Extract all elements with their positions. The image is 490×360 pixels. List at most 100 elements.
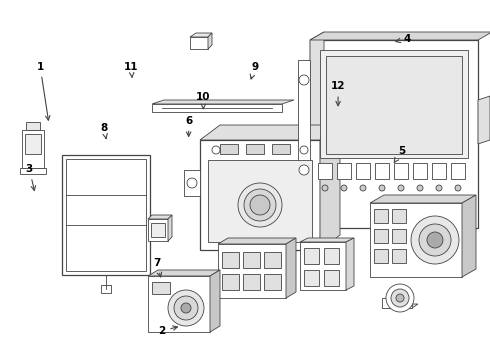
- Polygon shape: [148, 270, 220, 276]
- Circle shape: [181, 303, 191, 313]
- Bar: [337, 163, 351, 179]
- Polygon shape: [320, 125, 340, 250]
- Polygon shape: [218, 238, 296, 244]
- Bar: [304, 270, 319, 286]
- Polygon shape: [208, 33, 212, 49]
- Bar: [375, 163, 389, 179]
- Circle shape: [436, 185, 442, 191]
- Bar: [208, 160, 312, 242]
- Polygon shape: [370, 203, 462, 277]
- Circle shape: [396, 294, 404, 302]
- Polygon shape: [346, 238, 354, 290]
- Circle shape: [391, 289, 409, 307]
- Polygon shape: [152, 100, 294, 104]
- Polygon shape: [62, 155, 150, 275]
- Circle shape: [174, 296, 198, 320]
- Polygon shape: [310, 32, 490, 40]
- Bar: [220, 144, 238, 154]
- Text: 5: 5: [394, 146, 405, 162]
- Circle shape: [212, 146, 220, 154]
- Polygon shape: [478, 96, 490, 144]
- Circle shape: [386, 284, 414, 312]
- Polygon shape: [26, 122, 40, 130]
- Text: 12: 12: [331, 81, 345, 106]
- Text: 2: 2: [158, 326, 177, 336]
- Bar: [451, 163, 465, 179]
- Polygon shape: [218, 244, 286, 298]
- Polygon shape: [184, 170, 200, 196]
- Polygon shape: [370, 195, 476, 203]
- Bar: [246, 144, 264, 154]
- Text: 10: 10: [196, 92, 211, 109]
- Circle shape: [398, 185, 404, 191]
- Polygon shape: [382, 298, 412, 308]
- Polygon shape: [190, 33, 212, 37]
- Bar: [324, 270, 339, 286]
- Bar: [264, 252, 281, 268]
- Text: 11: 11: [124, 62, 139, 77]
- Polygon shape: [148, 276, 210, 332]
- Bar: [66, 159, 146, 271]
- Circle shape: [417, 185, 423, 191]
- Bar: [432, 163, 446, 179]
- Circle shape: [411, 216, 459, 264]
- Text: 1: 1: [37, 62, 50, 120]
- Bar: [151, 223, 165, 237]
- Bar: [374, 209, 388, 223]
- Polygon shape: [310, 32, 324, 228]
- Bar: [243, 252, 260, 268]
- Polygon shape: [20, 168, 46, 174]
- Circle shape: [168, 290, 204, 326]
- Polygon shape: [148, 215, 172, 219]
- Polygon shape: [382, 304, 418, 308]
- Bar: [326, 56, 462, 154]
- Polygon shape: [300, 238, 354, 242]
- Circle shape: [341, 185, 347, 191]
- Bar: [374, 229, 388, 243]
- Bar: [264, 274, 281, 290]
- Bar: [324, 248, 339, 264]
- Circle shape: [299, 165, 309, 175]
- Circle shape: [250, 195, 270, 215]
- Text: 6: 6: [185, 116, 192, 136]
- Polygon shape: [152, 104, 282, 112]
- Circle shape: [300, 146, 308, 154]
- Circle shape: [427, 232, 443, 248]
- Bar: [304, 248, 319, 264]
- Polygon shape: [200, 125, 340, 140]
- Circle shape: [299, 75, 309, 85]
- Polygon shape: [168, 215, 172, 241]
- Circle shape: [360, 185, 366, 191]
- Bar: [392, 229, 406, 243]
- Bar: [272, 144, 290, 154]
- Polygon shape: [298, 60, 310, 190]
- Bar: [25, 134, 41, 154]
- Polygon shape: [200, 140, 320, 250]
- Circle shape: [455, 185, 461, 191]
- Polygon shape: [22, 130, 44, 168]
- Polygon shape: [190, 37, 208, 49]
- Polygon shape: [210, 270, 220, 332]
- Bar: [152, 282, 170, 294]
- Text: 7: 7: [153, 258, 162, 277]
- Polygon shape: [148, 219, 168, 241]
- Bar: [413, 163, 427, 179]
- Bar: [356, 163, 370, 179]
- Bar: [374, 249, 388, 263]
- Circle shape: [244, 189, 276, 221]
- Bar: [243, 274, 260, 290]
- Bar: [318, 163, 332, 179]
- Polygon shape: [286, 238, 296, 298]
- Circle shape: [187, 178, 197, 188]
- Polygon shape: [462, 195, 476, 277]
- Polygon shape: [300, 242, 346, 290]
- Bar: [394, 163, 408, 179]
- Text: 4: 4: [396, 34, 411, 44]
- Bar: [320, 50, 468, 158]
- Circle shape: [379, 185, 385, 191]
- Circle shape: [419, 224, 451, 256]
- Bar: [101, 285, 111, 293]
- Text: 9: 9: [250, 62, 258, 79]
- Text: 3: 3: [26, 164, 35, 190]
- Circle shape: [238, 183, 282, 227]
